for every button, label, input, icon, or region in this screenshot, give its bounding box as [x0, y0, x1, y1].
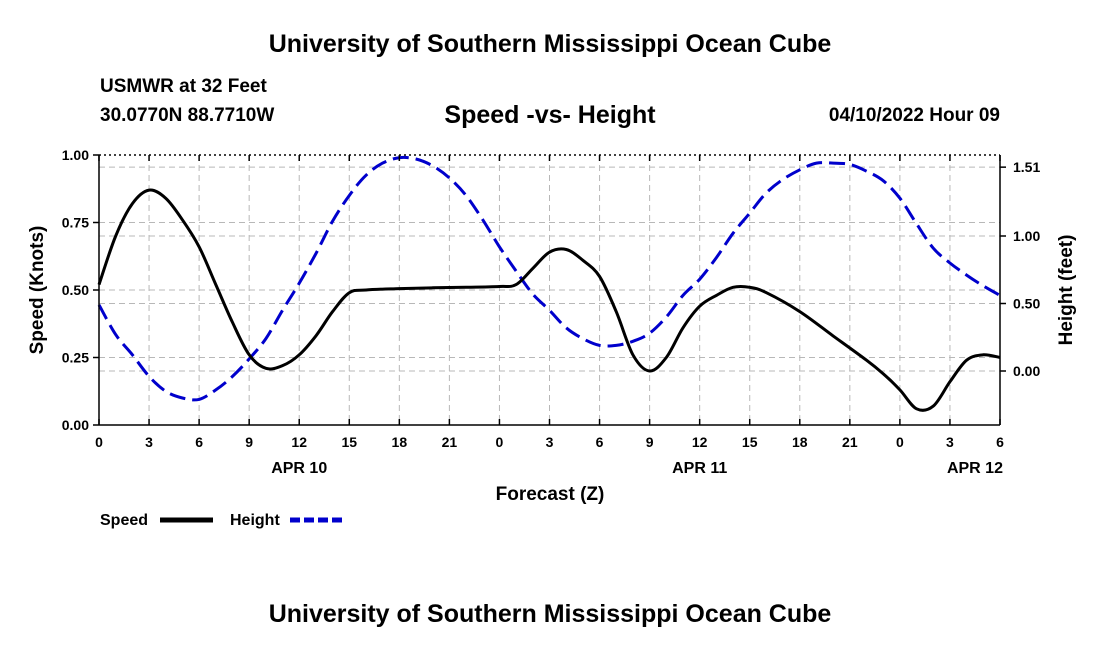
x-tick-label: 18	[792, 434, 808, 450]
y-left-tick-label: 0.00	[62, 417, 89, 433]
x-tick-label: 0	[896, 434, 904, 450]
x-tick-label: 3	[546, 434, 554, 450]
station-coordinates: 30.0770N 88.7710W	[100, 105, 275, 126]
y-right-tick-label: 1.00	[1013, 228, 1040, 244]
axes	[93, 154, 1006, 426]
tick-labels: 0 3 6 9 12 15 18 21 0 3 6 9 12 15 18 21 0 3 6 APR 10 APR 11 A…	[62, 147, 1041, 477]
footer-title: University of Southern Mississippi Ocean…	[268, 600, 832, 628]
x-tick-label: 15	[341, 434, 357, 450]
station-label: USMWR at 32 Feet	[100, 76, 267, 97]
forecast-datetime: 04/10/2022 Hour 09	[828, 105, 1000, 126]
x-tick-label: 21	[842, 434, 858, 450]
y-right-tick-label: 1.51	[1013, 159, 1040, 175]
series-line-speed	[97, 188, 1001, 412]
y-left-tick-label: 1.00	[62, 147, 89, 163]
x-tick-label: 3	[946, 434, 954, 450]
grid	[99, 155, 1000, 425]
x-axis-label: Forecast (Z)	[496, 484, 605, 505]
x-tick-label: 18	[392, 434, 408, 450]
x-tick-label: 21	[442, 434, 458, 450]
x-tick-label: 12	[692, 434, 708, 450]
chart-title: Speed -vs- Height	[444, 101, 656, 129]
legend-label-speed: Speed	[100, 512, 148, 529]
x-tick-label: 9	[245, 434, 253, 450]
x-tick-label: 6	[195, 434, 203, 450]
series-line-height	[97, 155, 1001, 402]
date-label: APR 10	[271, 460, 327, 477]
x-tick-label: 3	[145, 434, 153, 450]
y-axis-right-label: Height (feet)	[1056, 235, 1077, 346]
x-tick-label: 0	[496, 434, 504, 450]
legend: Speed Height	[100, 512, 343, 529]
date-label: APR 12	[947, 460, 1003, 477]
y-left-tick-label: 0.50	[62, 282, 89, 298]
legend-label-height: Height	[230, 512, 280, 529]
date-label: APR 11	[672, 460, 727, 477]
x-tick-label: 6	[996, 434, 1004, 450]
x-tick-label: 6	[596, 434, 604, 450]
x-tick-label: 0	[95, 434, 103, 450]
y-left-tick-label: 0.25	[62, 350, 89, 366]
y-right-tick-label: 0.00	[1013, 363, 1040, 379]
series-layer	[97, 155, 1001, 412]
y-right-tick-label: 0.50	[1013, 296, 1040, 312]
x-tick-label: 15	[742, 434, 758, 450]
x-tick-label: 9	[646, 434, 654, 450]
x-tick-label: 12	[291, 434, 307, 450]
y-axis-left-label: Speed (Knots)	[27, 226, 48, 355]
main-title: University of Southern Mississippi Ocean…	[268, 30, 832, 58]
y-left-tick-label: 0.75	[62, 215, 89, 231]
